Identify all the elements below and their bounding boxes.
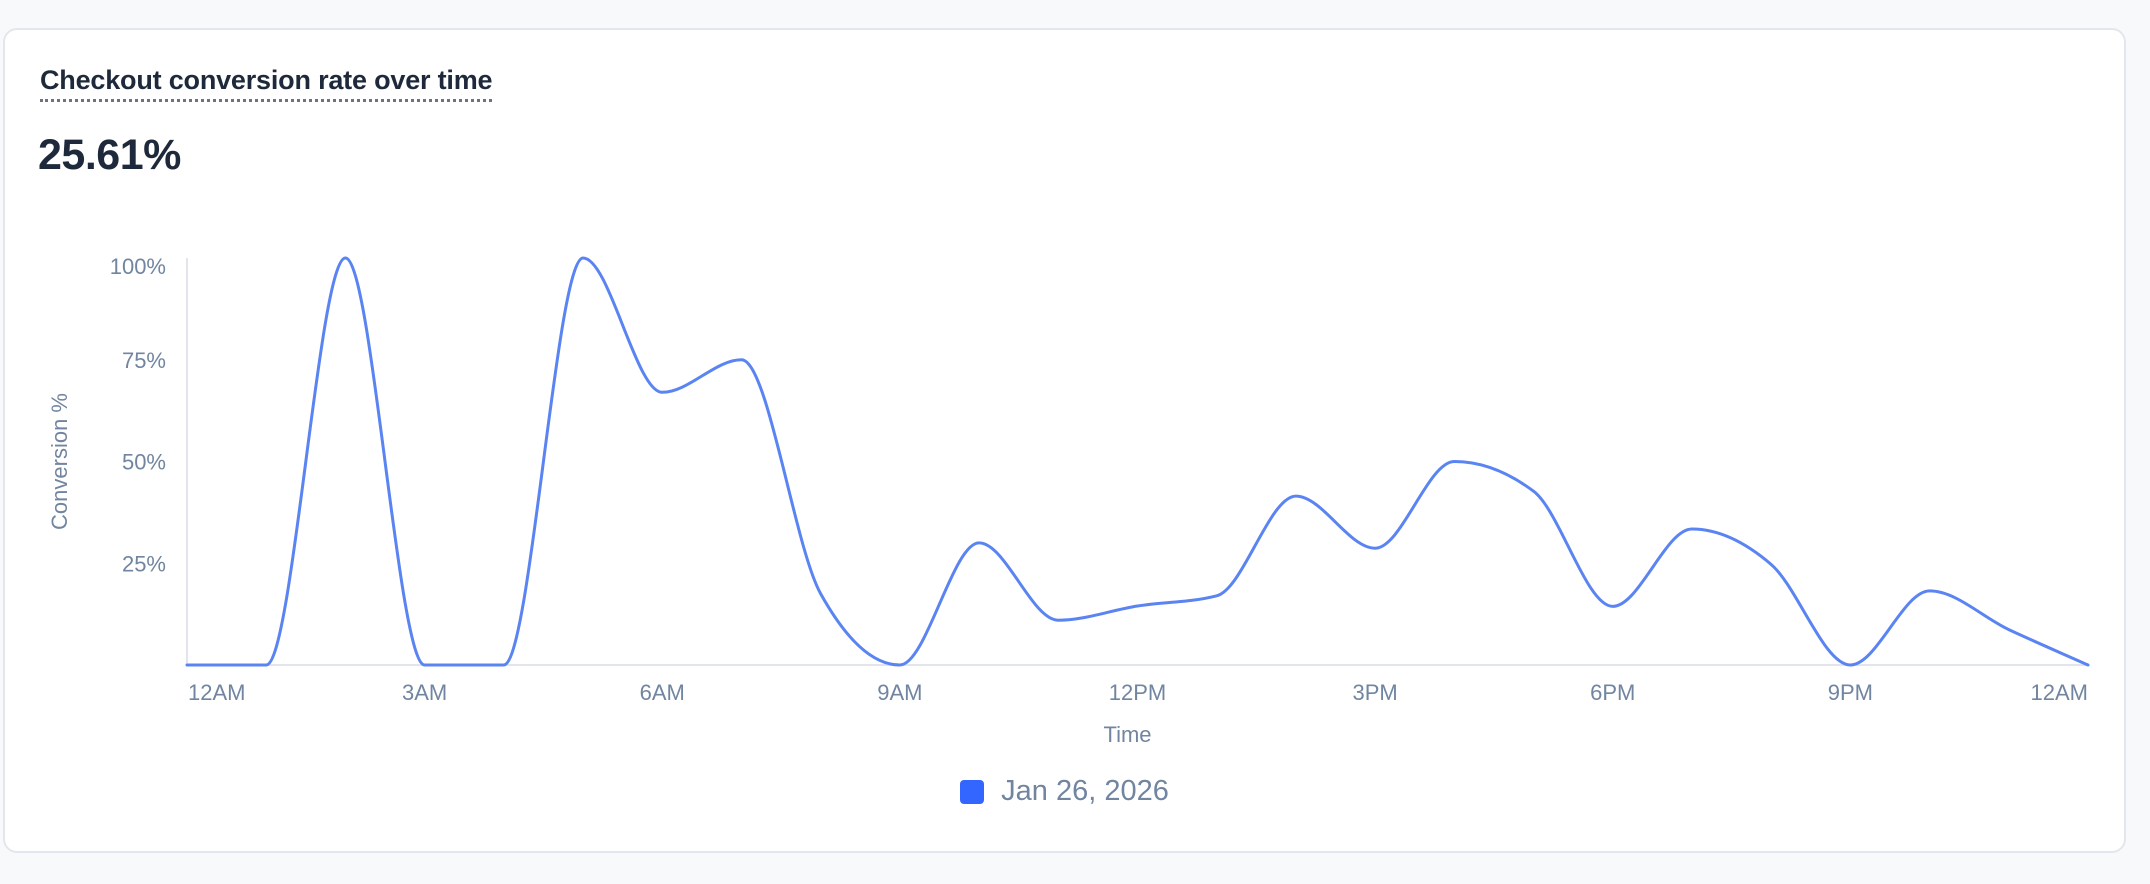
x-tick-label: 12AM xyxy=(2031,680,2088,705)
y-tick-label: 75% xyxy=(122,348,166,373)
legend-label: Jan 26, 2026 xyxy=(1001,775,1169,807)
y-tick-label: 100% xyxy=(110,254,166,279)
x-tick-label: 3PM xyxy=(1353,680,1398,705)
x-tick-label: 6PM xyxy=(1590,680,1635,705)
x-tick-label: 12AM xyxy=(188,680,245,705)
chart-card: Checkout conversion rate over time 25.61… xyxy=(3,28,2126,853)
x-axis: 12AM 3AM 6AM 9AM 12PM 3PM 6PM 9PM 12AM xyxy=(187,664,2088,705)
y-tick-label: 50% xyxy=(122,450,166,475)
metric-value: 25.61% xyxy=(38,131,181,179)
y-axis-title: Conversion % xyxy=(47,393,72,530)
legend-item[interactable]: Jan 26, 2026 xyxy=(960,777,1169,806)
legend: Jan 26, 2026 xyxy=(5,777,2124,806)
series-line[interactable] xyxy=(185,256,2090,667)
y-tick-label: 25% xyxy=(122,551,166,576)
x-tick-label: 9PM xyxy=(1828,680,1873,705)
x-tick-label: 3AM xyxy=(402,680,447,705)
y-axis: 25% 50% 75% 100% xyxy=(110,254,188,665)
chart-title[interactable]: Checkout conversion rate over time xyxy=(40,67,493,102)
x-tick-label: 6AM xyxy=(640,680,685,705)
x-tick-label: 12PM xyxy=(1109,680,1166,705)
legend-swatch-icon xyxy=(960,779,985,804)
x-tick-label: 9AM xyxy=(877,680,922,705)
line-chart: 25% 50% 75% 100% 12AM 3AM 6AM 9AM 12PM 3PM 6PM 9PM… xyxy=(47,254,2090,747)
x-axis-title: Time xyxy=(1103,722,1151,747)
